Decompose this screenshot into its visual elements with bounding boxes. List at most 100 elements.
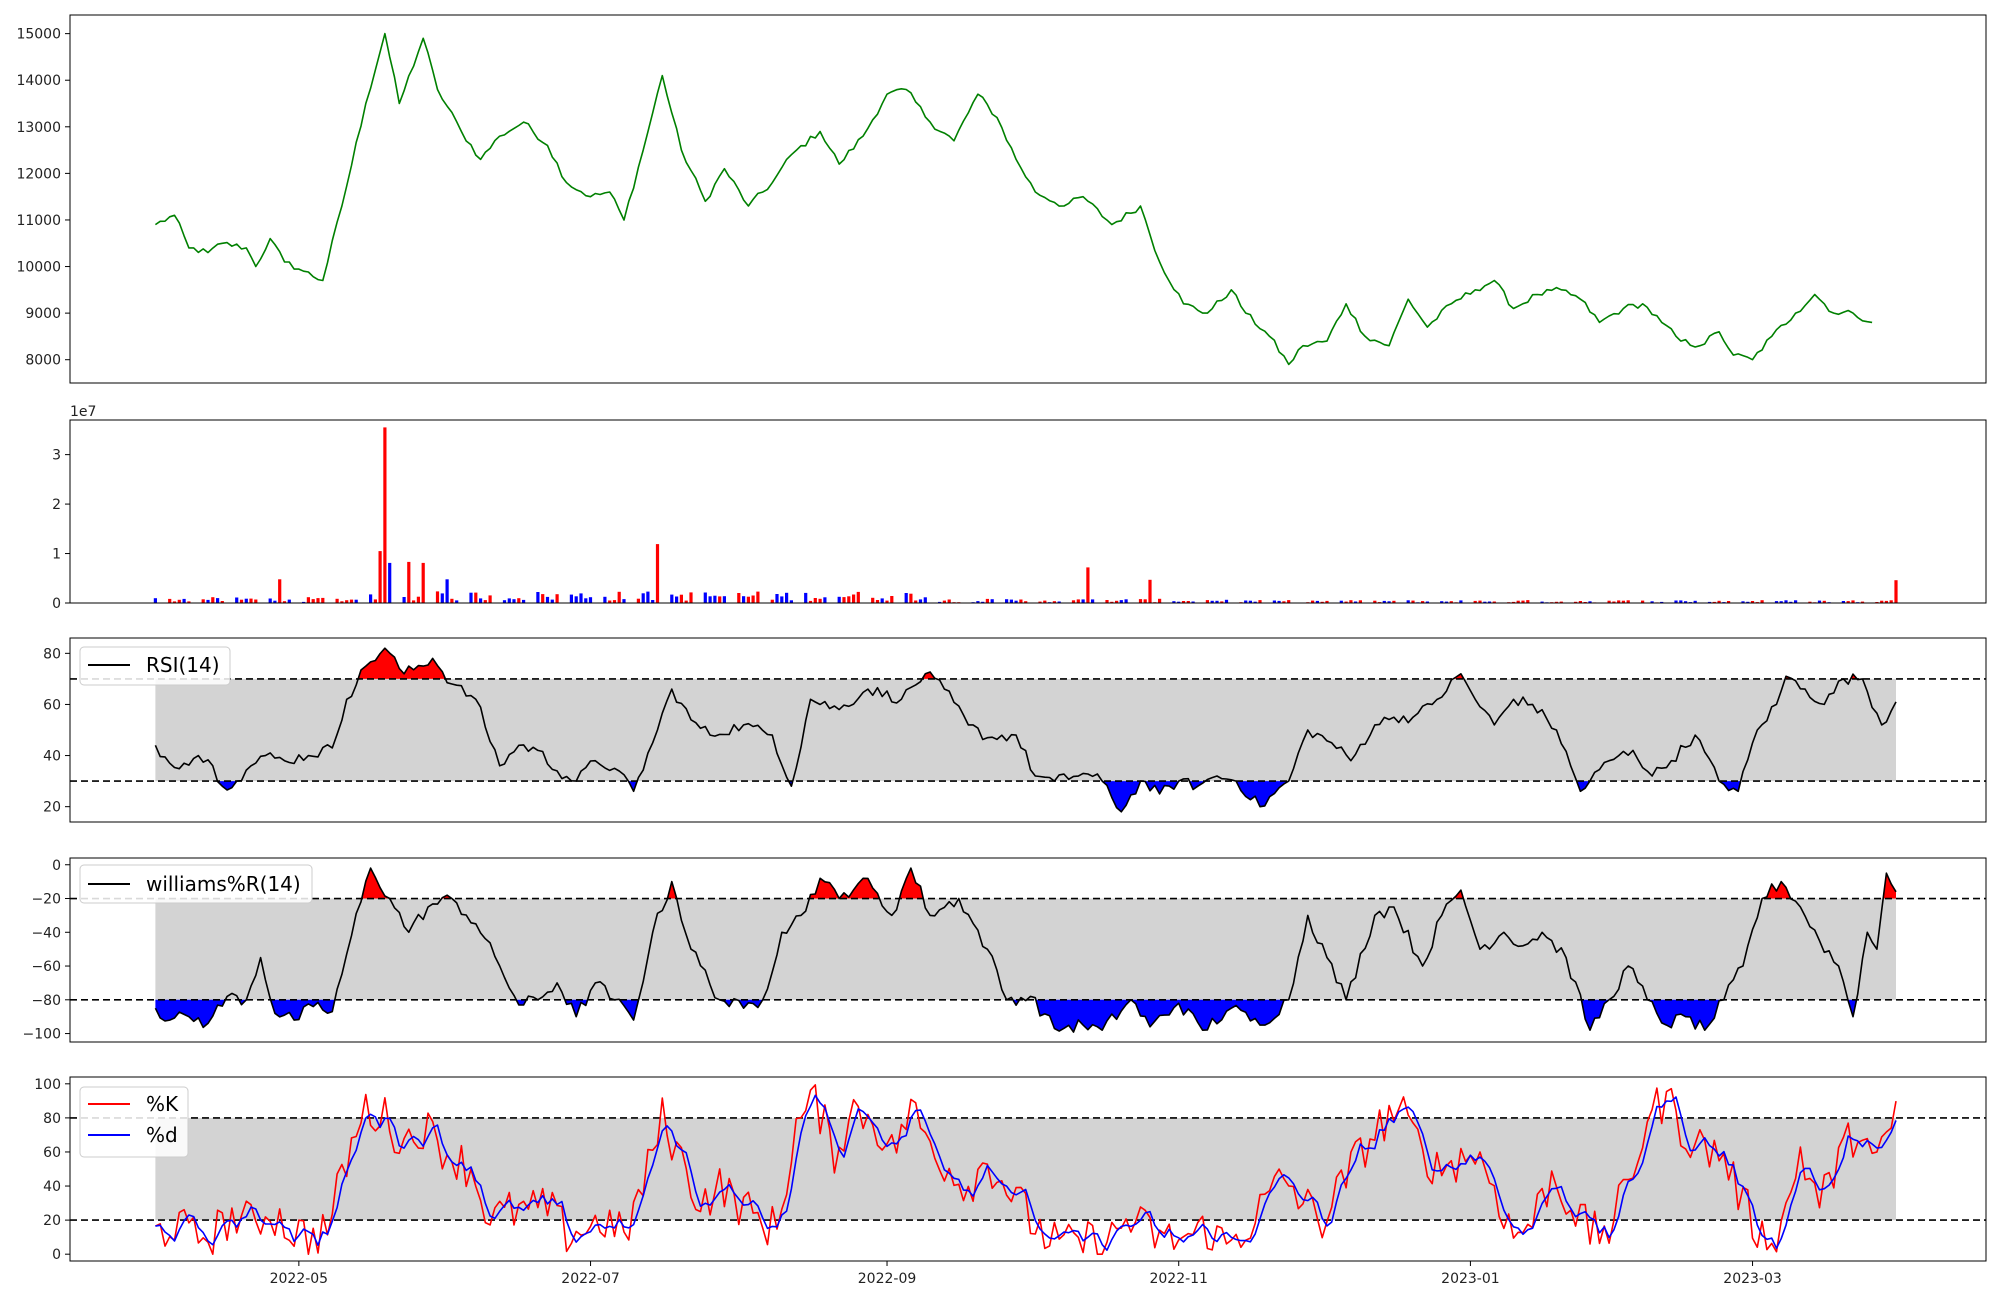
- k-legend-label: %K: [146, 1092, 179, 1116]
- x-tick-label: 2022-09: [858, 1271, 917, 1287]
- y-tick-label: 0: [52, 596, 61, 612]
- volume-bar: [474, 592, 478, 603]
- volume-bar: [1750, 601, 1755, 603]
- volume-bar: [990, 599, 994, 603]
- volume-bar: [756, 591, 760, 603]
- volume-bar: [1349, 600, 1353, 603]
- y-tick-label: 13000: [16, 120, 61, 136]
- volume-bar: [718, 596, 722, 603]
- volume-bar: [1889, 600, 1893, 603]
- volume-bar: [354, 599, 358, 603]
- oversold-fill: [155, 999, 226, 1028]
- rsi-panel: 20 40 60 80: [43, 637, 1987, 823]
- volume-bar: [1177, 601, 1181, 603]
- oversold-fill: [270, 999, 335, 1021]
- volume-bar: [416, 596, 420, 603]
- volume-bar: [311, 599, 315, 603]
- volume-bar: [1320, 601, 1324, 603]
- volume-bar: [1024, 601, 1028, 603]
- volume-bar: [1148, 579, 1152, 603]
- volume-bar: [1822, 600, 1826, 603]
- volume-bar: [1043, 600, 1047, 603]
- volume-bar: [306, 597, 310, 603]
- volume-bar: [1392, 600, 1396, 603]
- volume-bar: [804, 592, 808, 603]
- volume-bar: [483, 600, 487, 603]
- volume-bar: [1272, 600, 1276, 603]
- volume-bar: [153, 598, 157, 603]
- volume-bar: [742, 596, 746, 603]
- volume-bar: [1487, 601, 1492, 603]
- y-tick-label: 40: [43, 749, 61, 765]
- volume-bar: [1779, 601, 1783, 603]
- volume-bar: [1215, 600, 1219, 603]
- volume-bar: [1578, 601, 1582, 603]
- volume-bar: [737, 593, 741, 603]
- volume-bar: [670, 594, 674, 603]
- volume-bar: [1315, 600, 1319, 603]
- rsi-legend: RSI(14): [79, 646, 231, 686]
- volume-bar: [287, 599, 291, 603]
- volume-bar: [1406, 600, 1410, 603]
- volume-bar: [1248, 600, 1252, 603]
- volume-bar: [852, 594, 856, 603]
- volume-bar: [1626, 600, 1630, 603]
- x-axis: 2022-05 2022-07 2022-09 2022-11 2023-01 2023-…: [270, 1261, 1782, 1287]
- oversold-fill: [1236, 781, 1289, 807]
- volume-bar: [1674, 600, 1678, 603]
- volume-bar: [1478, 600, 1482, 603]
- neutral-band: [155, 678, 1896, 782]
- volume-bar: [536, 592, 540, 603]
- volume-bar: [235, 597, 239, 603]
- volume-bar: [412, 600, 416, 603]
- volume-bar: [1540, 601, 1544, 603]
- volume-bar: [383, 427, 387, 603]
- volume-bar: [1511, 601, 1516, 603]
- volume-bar: [373, 599, 377, 603]
- volume-bar: [335, 598, 339, 603]
- volume-bar: [823, 597, 827, 603]
- volume-bar: [641, 593, 645, 603]
- volume-bar: [239, 599, 244, 603]
- volume-bar: [402, 597, 406, 603]
- volume-bar: [713, 595, 717, 603]
- volume-bar: [1760, 600, 1764, 603]
- y-tick-label: 100: [34, 1077, 61, 1093]
- volume-bar: [947, 599, 951, 603]
- volume-bar: [909, 593, 913, 603]
- volume-bar: [818, 598, 822, 603]
- volume-bar: [751, 595, 755, 603]
- volume-bar: [541, 594, 545, 603]
- volume-bar: [545, 596, 550, 603]
- y-tick-label: −20: [31, 892, 61, 908]
- volume-bar: [808, 600, 813, 603]
- y-tick-label: 40: [43, 1179, 61, 1195]
- volume-bar: [187, 601, 191, 603]
- volume-bar: [1794, 600, 1798, 603]
- williams-r-panel: 0 −20 −40 −60 −80 −100: [23, 857, 1987, 1043]
- volume-bar: [378, 551, 382, 603]
- overbought-fill: [667, 881, 677, 899]
- volume-bar: [1119, 600, 1123, 603]
- volume-bar: [1224, 599, 1229, 603]
- volume-bar: [455, 600, 459, 603]
- oversold-fill: [1647, 999, 1724, 1031]
- volume-bar: [1707, 601, 1712, 603]
- d-line: [155, 1094, 1897, 1251]
- volume-bar: [1612, 601, 1616, 603]
- volume-bar: [550, 599, 554, 603]
- volume-bar: [1774, 601, 1779, 603]
- overbought-fill: [839, 878, 880, 899]
- volume-bar: [1492, 601, 1496, 603]
- volume-bar: [211, 597, 215, 603]
- volume-bar: [1382, 600, 1386, 603]
- volume-bar: [608, 600, 612, 603]
- volume-bar: [904, 593, 908, 603]
- volume-bar: [182, 598, 186, 603]
- volume-bar: [1712, 601, 1716, 603]
- volume-bar: [1253, 601, 1257, 603]
- volume-bar: [273, 600, 277, 603]
- y-tick-label: 8000: [25, 353, 61, 369]
- volume-bar: [316, 598, 320, 603]
- volume-bar: [244, 598, 248, 603]
